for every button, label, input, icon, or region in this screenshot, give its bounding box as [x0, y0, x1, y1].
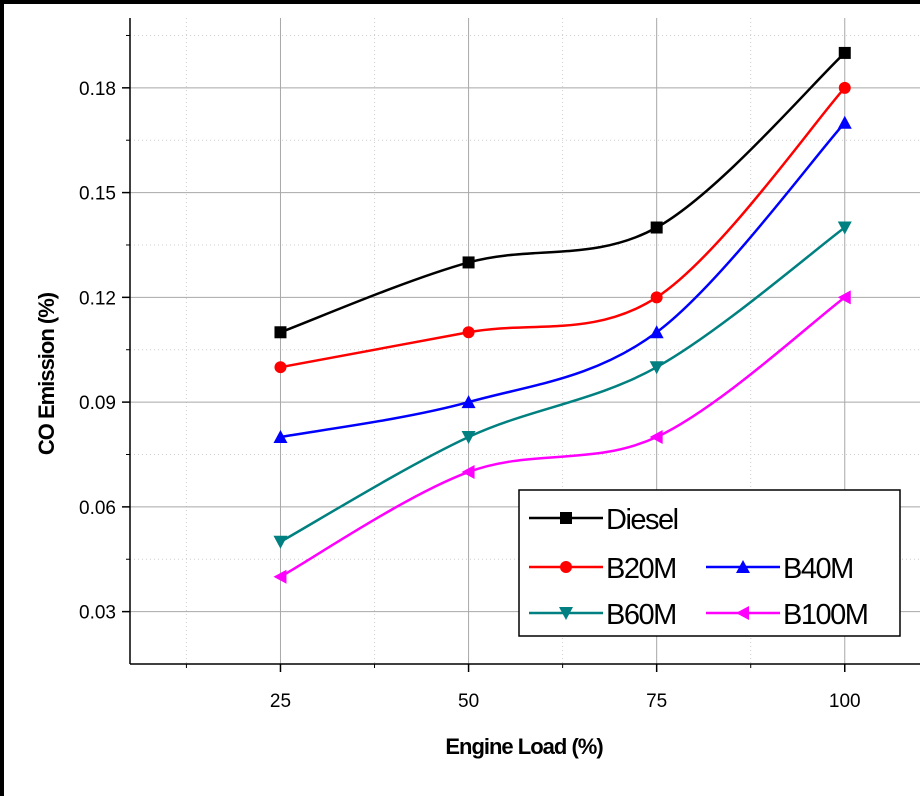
data-point-b40m — [273, 430, 288, 444]
series-line-b40m — [280, 121, 846, 439]
y-tick-label: 0.09 — [79, 393, 116, 414]
series-line-b100m — [279, 296, 846, 578]
data-point-b100m — [273, 569, 287, 584]
data-point-b60m — [837, 221, 852, 235]
legend-label-diesel: Diesel — [606, 504, 678, 536]
legend: Diesel B20M B40M B60M B100M — [518, 489, 901, 637]
x-tick-label: 50 — [458, 691, 479, 712]
y-axis-title: CO Emission (%) — [34, 292, 59, 455]
data-point-diesel — [650, 221, 663, 234]
legend-box — [518, 489, 901, 637]
legend-marker-diesel — [560, 512, 572, 524]
series-line-diesel — [280, 52, 846, 334]
legend-label-b20m: B20M — [606, 553, 676, 585]
data-point-b60m — [273, 535, 288, 549]
y-tick-label: 0.03 — [79, 603, 116, 624]
plot-series — [273, 46, 852, 584]
x-tick-label: 25 — [270, 691, 291, 712]
data-point-b100m — [837, 290, 851, 305]
x-axis-title: Engine Load (%) — [445, 734, 603, 759]
data-point-b20m — [274, 361, 287, 374]
axes: 0.03 0.06 0.09 0.12 0.15 0.18 25 50 75 100 — [79, 18, 920, 712]
legend-marker-b20m — [560, 561, 572, 573]
data-point-b40m — [837, 115, 852, 129]
data-point-b20m — [462, 326, 475, 339]
data-point-b20m — [838, 81, 851, 94]
series-line-b60m — [279, 226, 846, 543]
data-point-b20m — [650, 291, 663, 304]
y-tick-label: 0.12 — [79, 288, 116, 309]
data-point-b40m — [649, 325, 664, 339]
data-point-b60m — [649, 361, 664, 375]
legend-marker-b100m — [736, 606, 749, 620]
y-tick-label: 0.06 — [79, 498, 116, 519]
data-point-b100m — [461, 464, 475, 479]
x-tick-label: 75 — [646, 691, 667, 712]
data-point-diesel — [462, 256, 475, 269]
data-point-b40m — [461, 395, 476, 409]
data-point-diesel — [274, 326, 287, 339]
y-tick-label: 0.15 — [79, 184, 116, 205]
data-point-b100m — [649, 430, 663, 445]
data-point-diesel — [838, 46, 851, 59]
x-tick-label: 100 — [829, 691, 861, 712]
y-tick-label: 0.18 — [79, 79, 116, 100]
series-line-b20m — [280, 87, 846, 369]
legend-marker-b60m — [559, 607, 573, 620]
legend-label-b100m: B100M — [783, 599, 867, 631]
legend-label-b40m: B40M — [783, 553, 853, 585]
legend-label-b60m: B60M — [606, 599, 676, 631]
legend-marker-b40m — [736, 560, 750, 573]
data-point-b60m — [461, 431, 476, 445]
